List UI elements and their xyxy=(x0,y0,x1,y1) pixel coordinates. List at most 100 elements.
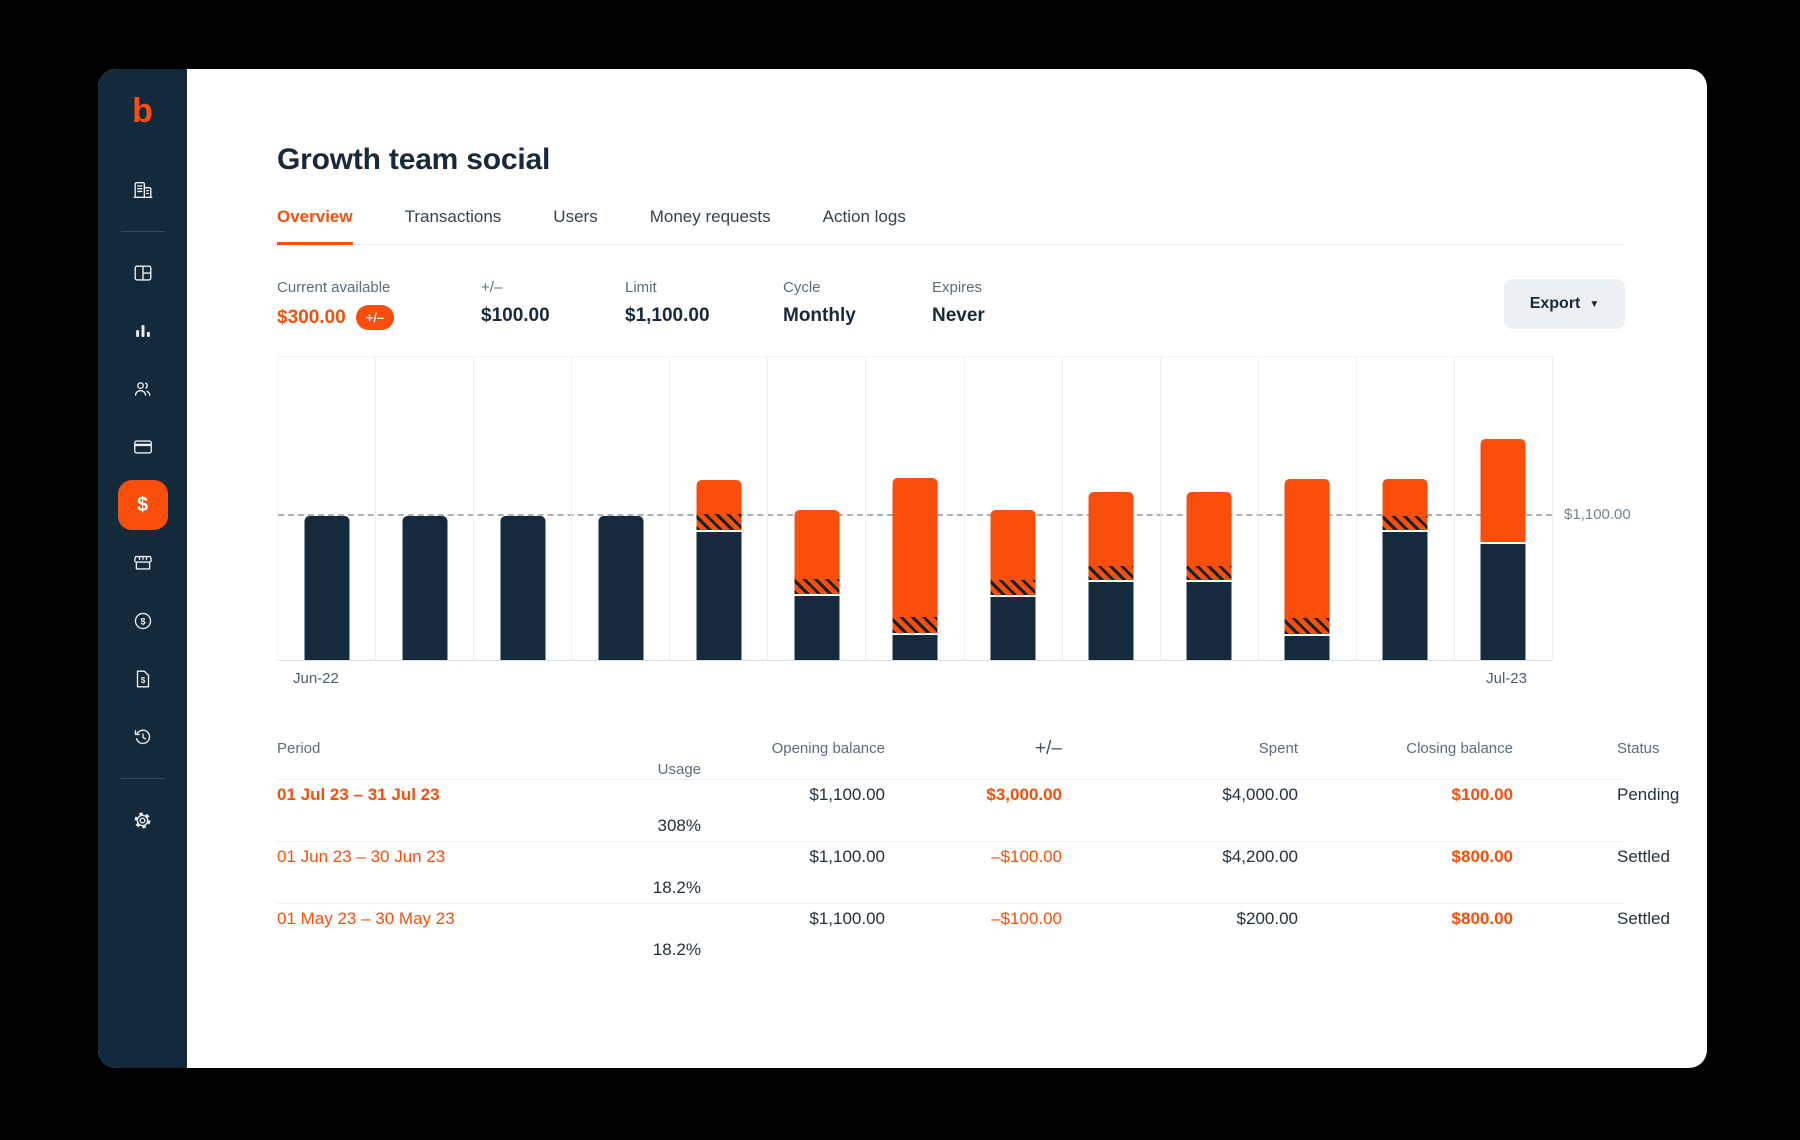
sidebar-item-members[interactable] xyxy=(126,372,160,406)
column-header-usage: Usage xyxy=(657,761,701,779)
sidebar-divider xyxy=(120,231,165,232)
stat-limit: Limit $1,100.00 xyxy=(625,279,737,330)
brand-logo: b xyxy=(132,92,153,130)
stat-label: Cycle xyxy=(783,279,821,296)
bar-segment-hatch xyxy=(1186,566,1232,580)
stat-label: Current available xyxy=(277,279,391,296)
stat-value: $1,100.00 xyxy=(625,305,710,326)
opening-balance-cell: $1,100.00 xyxy=(809,785,885,805)
column-header-opening-balance: Opening balance xyxy=(771,740,885,758)
bar-segment-navy xyxy=(304,516,350,660)
sidebar-item-analytics[interactable] xyxy=(126,314,160,348)
bar-segment-hatch xyxy=(696,514,742,530)
bar-segment-hatch xyxy=(1382,516,1428,530)
sidebar-item-dashboard[interactable] xyxy=(126,256,160,290)
closing-balance-cell: $800.00 xyxy=(1451,847,1513,867)
sidebar-item-company[interactable] xyxy=(126,173,160,207)
store-icon xyxy=(132,552,154,574)
bar-segment-orange xyxy=(990,510,1036,580)
sidebar-item-settings[interactable] xyxy=(126,803,160,837)
chart-slot xyxy=(278,357,375,660)
sidebar-divider xyxy=(120,778,165,779)
tab-overview[interactable]: Overview xyxy=(277,207,353,245)
stat-value: Never xyxy=(932,305,985,326)
chart-slot xyxy=(669,357,767,660)
table-row[interactable]: 01 Jun 23 – 30 Jun 23 $1,100.00 –$100.00… xyxy=(277,841,1670,903)
plus-minus-cell: –$100.00 xyxy=(991,847,1062,867)
chart-bar[interactable] xyxy=(304,516,350,660)
status-cell: Settled xyxy=(1617,847,1670,867)
usage-cell: 18.2% xyxy=(652,877,701,897)
tab-action-logs[interactable]: Action logs xyxy=(822,207,906,226)
tab-users[interactable]: Users xyxy=(553,207,598,226)
period-cell[interactable]: 01 May 23 – 30 May 23 xyxy=(277,909,455,929)
sidebar: b xyxy=(98,69,187,1068)
bar-segment-orange xyxy=(1088,492,1134,566)
column-header-closing-balance: Closing balance xyxy=(1406,740,1513,758)
table-row[interactable]: 01 Jul 23 – 31 Jul 23 $1,100.00 $3,000.0… xyxy=(277,779,1679,841)
bar-segment-navy xyxy=(990,597,1036,660)
adjust-balance-button[interactable]: +/– xyxy=(355,305,395,330)
chart-slot xyxy=(1159,357,1258,660)
stat-value: Monthly xyxy=(783,305,856,326)
sidebar-item-budgets-active[interactable]: $ xyxy=(117,480,168,530)
page-title: Growth team social xyxy=(277,143,551,176)
bar-segment-orange xyxy=(1480,439,1526,542)
periods-table: Period Opening balance +/– Spent Closing… xyxy=(277,737,1679,965)
stat-cycle: Cycle Monthly xyxy=(783,279,886,330)
spent-cell: $4,200.00 xyxy=(1222,847,1298,867)
sidebar-nav: $ $ xyxy=(98,161,187,849)
chart-bar[interactable] xyxy=(402,516,448,660)
tab-money-requests[interactable]: Money requests xyxy=(649,207,771,226)
closing-balance-cell: $100.00 xyxy=(1451,785,1513,805)
bar-segment-orange xyxy=(794,510,840,579)
chart-bar[interactable] xyxy=(500,516,546,660)
chart-bar[interactable] xyxy=(794,510,840,660)
sidebar-item-merchants[interactable] xyxy=(126,546,160,580)
table-row[interactable]: 01 May 23 – 30 May 23 $1,100.00 –$100.00… xyxy=(277,903,1670,965)
stat-label: Limit xyxy=(625,279,657,296)
bar-segment-navy xyxy=(892,635,938,660)
bar-segment-orange xyxy=(1186,492,1232,566)
chart-bar[interactable] xyxy=(1480,439,1526,660)
bar-segment-hatch xyxy=(892,617,938,633)
chart-bar[interactable] xyxy=(1088,492,1134,660)
x-axis-label-last: Jul-23 xyxy=(1486,670,1527,687)
sidebar-item-payments[interactable]: $ xyxy=(126,604,160,638)
chart-bar[interactable] xyxy=(696,480,742,660)
period-cell[interactable]: 01 Jun 23 – 30 Jun 23 xyxy=(277,847,446,867)
svg-text:$: $ xyxy=(140,616,145,626)
dollar-coin-icon: $ xyxy=(132,610,154,632)
stat-label: Expires xyxy=(932,279,983,296)
spent-cell: $200.00 xyxy=(1236,909,1298,929)
chart-slot xyxy=(473,357,571,660)
sidebar-item-invoices[interactable]: $ xyxy=(126,662,160,696)
table-header-row: Period Opening balance +/– Spent Closing… xyxy=(277,737,1660,779)
invoice-icon: $ xyxy=(132,668,154,690)
sidebar-item-cards[interactable] xyxy=(126,430,160,464)
spent-cell: $4,000.00 xyxy=(1222,785,1298,805)
plus-minus-cell: $3,000.00 xyxy=(986,785,1062,805)
dollar-icon: $ xyxy=(136,493,149,516)
chart-slot xyxy=(375,357,473,660)
bar-segment-hatch xyxy=(1088,566,1134,580)
bar-segment-orange xyxy=(696,480,742,514)
export-button[interactable]: Export ▼ xyxy=(1504,279,1625,329)
sidebar-item-history[interactable] xyxy=(126,720,160,754)
tab-transactions[interactable]: Transactions xyxy=(404,207,502,226)
chart-bar[interactable] xyxy=(1186,492,1232,660)
plus-minus-cell: –$100.00 xyxy=(991,909,1062,929)
chart-bar[interactable] xyxy=(892,478,938,660)
period-cell[interactable]: 01 Jul 23 – 31 Jul 23 xyxy=(277,785,440,805)
bar-segment-navy xyxy=(794,596,840,660)
chevron-down-icon: ▼ xyxy=(1589,298,1600,310)
chart-bar[interactable] xyxy=(598,516,644,660)
chart-bar[interactable] xyxy=(1284,479,1330,660)
usage-cell: 18.2% xyxy=(652,939,701,959)
spend-chart: $1,100.00 Jun-22 Jul-23 xyxy=(277,356,1631,687)
bar-segment-hatch xyxy=(1284,618,1330,634)
chart-bar[interactable] xyxy=(1382,479,1428,660)
bar-segment-navy xyxy=(1480,544,1526,660)
chart-bar[interactable] xyxy=(990,510,1036,660)
